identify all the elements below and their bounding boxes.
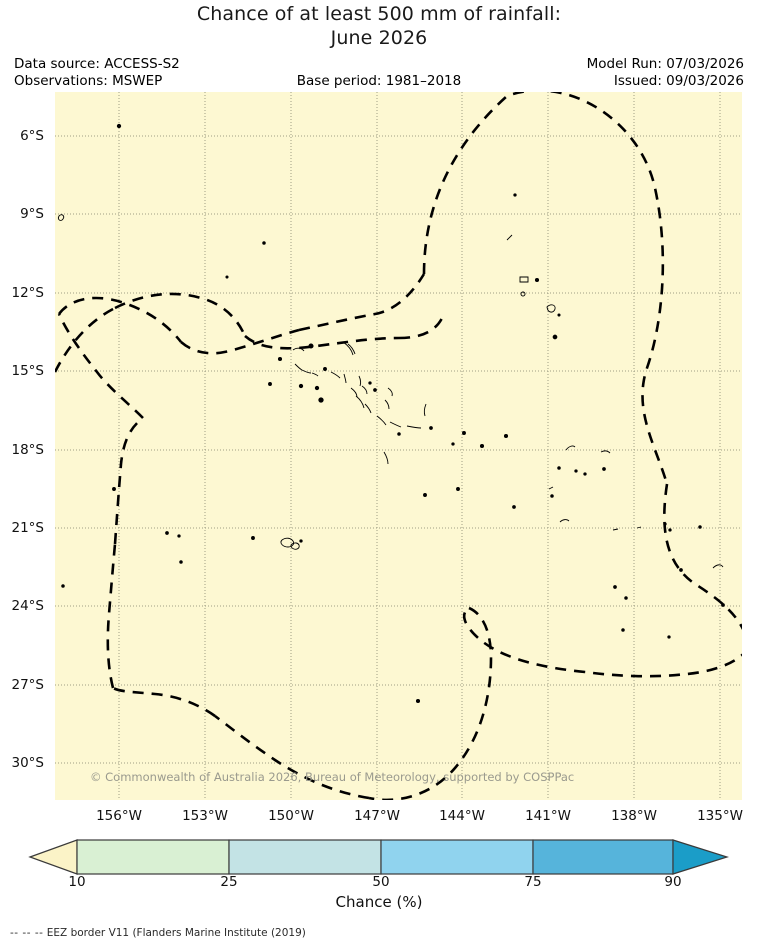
map-panel[interactable]: © Commonwealth of Australia 2026, Bureau… xyxy=(55,92,742,800)
colorbar-segment-10-25 xyxy=(76,839,230,875)
map-gridlines xyxy=(55,92,742,800)
base-period-label: Base period: 1981–2018 xyxy=(296,73,462,89)
data-source-label: Data source: ACCESS-S2 xyxy=(14,56,180,72)
eez-legend-text: EEZ border V11 (Flanders Marine Institut… xyxy=(46,927,306,939)
colorbar-segment-50-75 xyxy=(380,839,534,875)
xtick-147w: 147°W xyxy=(354,808,400,824)
header-row-1: Data source: ACCESS-S2 Model Run: 07/03/… xyxy=(0,56,758,73)
map-credit-text: © Commonwealth of Australia 2026, Bureau… xyxy=(90,770,575,784)
xtick-141w: 141°W xyxy=(525,808,571,824)
map-canvas xyxy=(55,92,742,800)
observations-label: Observations: MSWEP xyxy=(14,73,163,89)
ytick-9s: 9°S xyxy=(20,206,44,222)
colorbar-over-arrow xyxy=(672,839,729,875)
issued-label: Issued: 09/03/2026 xyxy=(613,73,744,89)
colorbar-axis-label: Chance (%) xyxy=(335,893,423,911)
model-run-label: Model Run: 07/03/2026 xyxy=(586,56,744,72)
colorbar[interactable] xyxy=(0,836,758,878)
island-coastlines xyxy=(58,123,725,704)
xtick-138w: 138°W xyxy=(611,808,657,824)
xtick-156w: 156°W xyxy=(96,808,142,824)
cbtick-75: 75 xyxy=(524,874,542,890)
ytick-21s: 21°S xyxy=(11,520,45,536)
title-line-2: June 2026 xyxy=(330,27,428,49)
ytick-15s: 15°S xyxy=(11,363,45,379)
header-metadata: Data source: ACCESS-S2 Model Run: 07/03/… xyxy=(0,56,758,90)
eez-dash-sample: -- -- -- xyxy=(10,927,44,939)
ytick-30s: 30°S xyxy=(11,755,45,771)
colorbar-under-arrow xyxy=(28,839,78,875)
xtick-135w: 135°W xyxy=(697,808,743,824)
cbtick-25: 25 xyxy=(220,874,238,890)
eez-legend-footnote: -- -- -- EEZ border V11 (Flanders Marine… xyxy=(10,927,306,939)
cbtick-10: 10 xyxy=(68,874,86,890)
xtick-153w: 153°W xyxy=(182,808,228,824)
title-line-1: Chance of at least 500 mm of rainfall: xyxy=(196,3,562,25)
header-row-2: Observations: MSWEP Base period: 1981–20… xyxy=(0,73,758,90)
xtick-144w: 144°W xyxy=(439,808,485,824)
eez-border xyxy=(55,92,742,800)
ytick-27s: 27°S xyxy=(11,677,45,693)
page-title: Chance of at least 500 mm of rainfall: J… xyxy=(0,2,758,50)
ytick-24s: 24°S xyxy=(11,598,45,614)
colorbar-segment-75-90 xyxy=(532,839,674,875)
ytick-6s: 6°S xyxy=(20,128,44,144)
cbtick-90: 90 xyxy=(664,874,682,890)
cbtick-50: 50 xyxy=(372,874,390,890)
colorbar-segment-25-50 xyxy=(228,839,382,875)
ytick-12s: 12°S xyxy=(11,285,45,301)
ytick-18s: 18°S xyxy=(11,442,45,458)
colorbar-canvas xyxy=(28,839,729,875)
xtick-150w: 150°W xyxy=(268,808,314,824)
